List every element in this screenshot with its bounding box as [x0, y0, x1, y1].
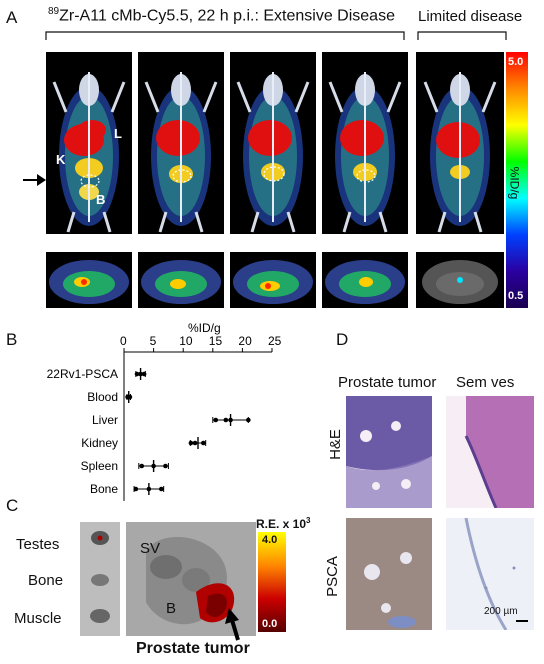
colorbar-a-min: 0.5	[508, 290, 524, 302]
mouse-image-limited	[416, 52, 504, 234]
colorbar-c-title-sup: 3	[306, 516, 311, 525]
data-point	[188, 440, 194, 446]
axial-image-4	[322, 252, 408, 308]
tick-label: 20	[238, 334, 252, 348]
data-point	[223, 417, 229, 423]
data-point	[158, 486, 164, 492]
prostate-tumor-label: Prostate tumor	[136, 640, 250, 657]
row-label: Blood	[87, 390, 118, 404]
data-point	[138, 371, 143, 377]
mouse-render-2	[144, 72, 218, 233]
row-title-psca: PSCA	[323, 556, 341, 597]
data-point	[246, 417, 251, 423]
axial-image-limited	[416, 252, 504, 308]
data-point	[192, 440, 198, 446]
data-point	[133, 486, 139, 492]
isotope-superscript: 89	[48, 6, 60, 17]
row-label: Kidney	[81, 436, 118, 450]
axial-image-2	[138, 252, 224, 308]
data-point	[213, 417, 219, 423]
limited-bracket	[417, 31, 507, 40]
axial-image-3	[230, 252, 316, 308]
tissue-strip-image	[80, 522, 120, 636]
data-point	[146, 486, 152, 492]
mouse-render-4	[328, 72, 402, 233]
colorbar-a	[506, 52, 528, 308]
panel-b-letter: B	[6, 330, 18, 349]
data-point	[201, 440, 206, 446]
tumor-arrow-icon	[23, 174, 46, 186]
he-tumor-image	[346, 396, 432, 508]
mouse-render-3	[236, 72, 310, 233]
axial-image-1	[46, 252, 132, 308]
col-title-prostate-tumor: Prostate tumor	[338, 374, 437, 391]
tick-label: 5	[150, 334, 157, 348]
row-title-he: H&E	[326, 429, 344, 460]
psca-sem-ves-image	[446, 518, 534, 630]
tissue-label-testes: Testes	[16, 536, 60, 553]
mouse-image-3	[230, 52, 316, 234]
scale-bar	[516, 620, 528, 622]
panel-a-letter: A	[6, 8, 18, 27]
label-bone: B	[96, 192, 106, 207]
mouse-render-1	[52, 72, 126, 233]
colorbar-c-max: 4.0	[262, 534, 278, 546]
colorbar-a-max: 5.0	[508, 56, 524, 68]
tick-label: 15	[209, 334, 223, 348]
colorbar-c-title-text: R.E. x 10	[256, 517, 307, 531]
label-kidney: K	[56, 152, 66, 167]
colorbar-c-title: R.E. x 103	[256, 516, 310, 531]
tick-label: 10	[179, 334, 193, 348]
row-label: Spleen	[81, 459, 118, 473]
data-point	[228, 417, 233, 423]
tissue-label-muscle: Muscle	[14, 610, 62, 627]
he-sem-ves-image	[446, 396, 534, 508]
panel-d-letter: D	[336, 330, 349, 349]
colorbar-c	[258, 532, 286, 632]
label-b: B	[166, 600, 177, 617]
colorbar-c-min: 0.0	[262, 618, 278, 630]
tick-label: 25	[268, 334, 282, 348]
scale-bar-label: 200 µm	[484, 606, 518, 617]
mouse-image-4	[322, 52, 408, 234]
mouse-image-2	[138, 52, 224, 234]
tissue-label-bone: Bone	[28, 572, 64, 589]
row-label: Liver	[92, 413, 118, 427]
row-label: Bone	[90, 482, 118, 496]
biodistribution-plot: %ID/g 0 5 10 15 20 25 22Rv1-PSCA Blood Liver Kidne…	[47, 322, 282, 501]
tick-label: 0	[120, 334, 127, 348]
extensive-bracket	[45, 31, 405, 40]
mouse-render-limited	[423, 72, 497, 233]
col-title-sem-ves: Sem ves	[456, 374, 515, 391]
tumor-outline-1	[80, 174, 100, 188]
panel-a-title-text: Zr-A11 cMb-Cy5.5, 22 h p.i.: Extensive D…	[59, 7, 395, 25]
psca-tumor-image	[346, 518, 432, 630]
label-sv: SV	[140, 540, 161, 557]
data-point	[151, 463, 156, 469]
data-point	[141, 371, 147, 377]
data-point	[127, 394, 133, 400]
prostate-tumor-arrow-icon	[225, 608, 240, 641]
colorbar-a-unit: %ID/g	[507, 166, 522, 200]
axis-title: %ID/g	[188, 322, 221, 335]
limited-disease-title: Limited disease	[418, 8, 523, 25]
label-liver: L	[114, 126, 122, 141]
data-point	[134, 371, 140, 377]
data-point	[163, 463, 168, 469]
panel-a-title: 89Zr-A11 cMb-Cy5.5, 22 h p.i.: Extensive…	[48, 6, 395, 25]
panel-c-letter: C	[6, 496, 19, 515]
row-label: 22Rv1-PSCA	[47, 367, 118, 381]
data-point	[139, 463, 145, 469]
mouse-image-1: L K B	[46, 52, 132, 234]
